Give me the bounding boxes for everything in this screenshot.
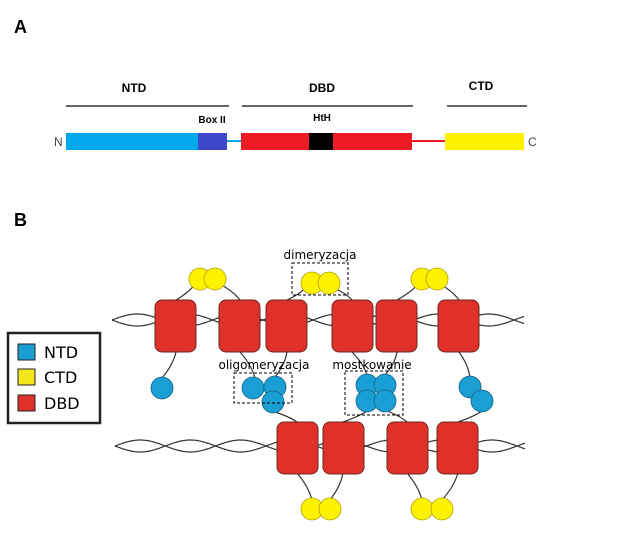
legend-label-dbd: DBD bbox=[44, 394, 80, 413]
dbd-domain-1 bbox=[218, 299, 261, 353]
dbd-label: DBD bbox=[309, 81, 335, 95]
c-terminus-label: C bbox=[528, 135, 537, 149]
ntd-domain-1 bbox=[241, 376, 265, 400]
tether-6 bbox=[161, 351, 177, 379]
panel-a-letter: A bbox=[14, 17, 27, 37]
ntd-bar bbox=[66, 133, 198, 150]
tether-19 bbox=[441, 472, 459, 501]
hth-bar bbox=[309, 133, 333, 150]
tether-16 bbox=[296, 472, 313, 501]
ctd-domain-8 bbox=[410, 497, 434, 521]
tether-11 bbox=[458, 351, 471, 379]
ctd-domain-5 bbox=[425, 267, 449, 291]
legend-label-ntd: NTD bbox=[44, 343, 78, 362]
ctd-domain-3 bbox=[317, 271, 341, 295]
dbd-domain-4 bbox=[375, 299, 418, 353]
dbd-domain-6 bbox=[276, 421, 319, 475]
legend-item-ntd: NTD bbox=[17, 343, 78, 362]
hth-label: HtH bbox=[313, 113, 331, 124]
tether-8 bbox=[274, 351, 288, 378]
dbd-domain-2 bbox=[265, 299, 308, 353]
tether-12 bbox=[274, 411, 298, 423]
dbd-domain-9 bbox=[436, 421, 479, 475]
ctd-domain-1 bbox=[203, 267, 227, 291]
dbd-domain-7 bbox=[322, 421, 365, 475]
tether-15 bbox=[457, 410, 483, 423]
dimerization-box bbox=[291, 262, 349, 296]
tether-13 bbox=[342, 410, 368, 423]
legend-swatch-dbd bbox=[17, 394, 36, 412]
ntd-domain-7 bbox=[373, 389, 397, 413]
dbd-domain-8 bbox=[386, 421, 429, 475]
n-terminus-label: N bbox=[54, 135, 63, 149]
tether-10 bbox=[384, 351, 398, 376]
legend-label-ctd: CTD bbox=[44, 368, 77, 387]
ntd-label: NTD bbox=[122, 81, 147, 95]
dbd-domain-0 bbox=[154, 299, 197, 353]
bridging-label: mostkowanie bbox=[332, 358, 411, 372]
legend-item-ctd: CTD bbox=[17, 368, 77, 387]
legend-item-dbd: DBD bbox=[17, 394, 80, 413]
dimerization-label: dimeryzacja bbox=[284, 248, 357, 262]
dbd-domain-5 bbox=[437, 299, 480, 353]
bridging-box bbox=[344, 370, 404, 416]
ctd-domain-9 bbox=[430, 497, 454, 521]
tether-9 bbox=[351, 351, 368, 376]
tether-17 bbox=[329, 472, 344, 501]
tether-2 bbox=[286, 287, 306, 301]
ntd-domain-9 bbox=[470, 389, 494, 413]
oligomerization-label: oligomeryzacja bbox=[218, 358, 309, 372]
oligomerization-box bbox=[233, 372, 293, 404]
legend-swatch-ntd bbox=[17, 343, 36, 361]
ntd-domain-3 bbox=[261, 390, 285, 414]
box2-label: Box II bbox=[198, 115, 225, 126]
tether-7 bbox=[239, 351, 256, 379]
ctd-bar bbox=[445, 133, 524, 150]
dbd-domain-3 bbox=[331, 299, 374, 353]
ntd-domain-0 bbox=[150, 376, 174, 400]
ctd-label: CTD bbox=[469, 79, 494, 93]
legend-swatch-ctd bbox=[17, 368, 36, 386]
tether-18 bbox=[406, 472, 423, 501]
ctd-domain-7 bbox=[318, 497, 342, 521]
tether-14 bbox=[386, 410, 408, 423]
box2-bar bbox=[198, 133, 227, 150]
protein-domains bbox=[150, 267, 494, 521]
panel-b-letter: B bbox=[14, 210, 27, 230]
